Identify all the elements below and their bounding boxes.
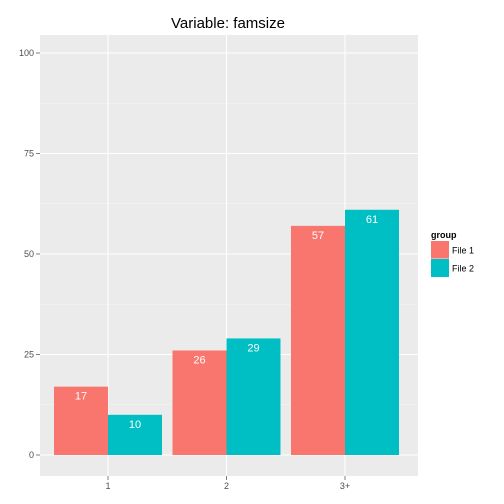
bar-label: 29 [247,342,259,354]
x-tick-label: 1 [105,481,110,491]
x-tick-label: 2 [224,481,229,491]
legend-title: group [431,230,457,240]
y-tick-label: 75 [24,149,34,159]
bar-file-2-2 [226,338,281,455]
bar-labels: 17 10 26 29 57 61 [75,214,378,431]
bar-file-2-3+ [345,209,399,455]
y-tick-label: 25 [24,350,34,360]
legend: group File 1 File 2 [430,230,474,278]
chart-title: Variable: famsize [171,15,285,32]
y-tick-label: 0 [29,450,34,460]
bar-label: 57 [312,230,324,242]
y-tick-label: 100 [19,48,34,58]
bar-file-1-2 [172,350,227,455]
y-axis: 0 25 50 75 100 [19,48,40,460]
legend-label: File 2 [452,264,474,274]
bar-file-1-1 [54,386,108,455]
bar-file-2-1 [108,414,162,455]
x-tick-label: 3+ [340,481,350,491]
legend-swatch-file-2 [431,259,449,277]
bar-label: 26 [193,354,205,366]
x-axis: 1 2 3+ [105,476,350,491]
bars [54,209,399,455]
y-tick-label: 50 [24,249,34,259]
bar-label: 61 [366,214,378,226]
bar-file-1-3+ [291,225,345,455]
bar-label: 17 [75,391,87,403]
bar-label: 10 [129,419,141,431]
legend-swatch-file-1 [431,241,449,259]
legend-label: File 1 [452,246,474,256]
